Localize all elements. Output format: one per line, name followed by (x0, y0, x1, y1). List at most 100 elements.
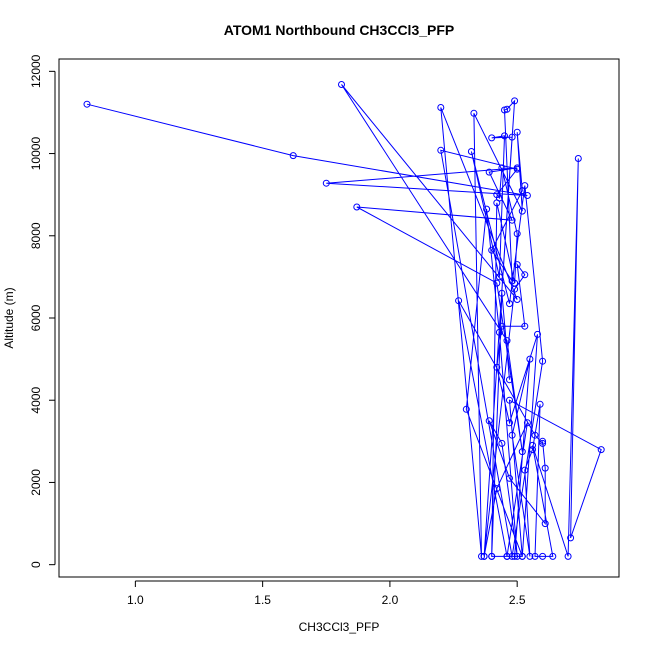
data-point (529, 441, 536, 449)
data-point (536, 400, 544, 408)
data-point (513, 230, 521, 238)
y-tick-label: 2000 (29, 469, 43, 496)
data-point (511, 97, 519, 105)
data-point (513, 165, 521, 173)
data-point (506, 300, 513, 308)
y-tick-label: 4000 (29, 387, 43, 414)
y-tick-label: 8000 (29, 222, 43, 249)
data-point (493, 199, 501, 207)
data-point (539, 437, 547, 445)
series-line (86, 84, 602, 557)
data-point (503, 337, 511, 345)
data-point (518, 448, 526, 456)
data-point (485, 168, 493, 176)
data-point (488, 246, 496, 254)
data-point (322, 179, 330, 187)
data-point (493, 485, 501, 493)
y-tick-label: 10000 (29, 137, 43, 171)
chart-title: ATOM1 Northbound CH3CCl3_PFP (224, 22, 455, 38)
data-point (455, 297, 463, 305)
data-point (488, 134, 496, 142)
data-point (478, 552, 485, 560)
data-point (526, 552, 534, 560)
data-point (541, 464, 549, 472)
data-point (495, 273, 503, 281)
y-tick-label: 0 (29, 561, 43, 568)
data-point (495, 328, 503, 336)
data-point (493, 279, 501, 287)
data-point (523, 192, 531, 199)
x-tick-label: 2.5 (509, 593, 526, 607)
data-point (506, 396, 513, 404)
data-point (541, 520, 549, 528)
data-point (531, 431, 539, 439)
data-point (523, 419, 531, 427)
data-point (513, 552, 521, 560)
data-point (529, 446, 536, 454)
data-point (511, 552, 519, 560)
y-tick-label: 12000 (29, 54, 43, 88)
data-point (508, 133, 516, 141)
y-axis-label: Altitude (m) (2, 287, 16, 348)
data-point (511, 285, 519, 293)
data-point (526, 355, 534, 363)
series-layer (86, 84, 602, 557)
data-point (493, 363, 501, 371)
data-point (534, 330, 541, 338)
data-point (521, 182, 529, 190)
data-point (83, 100, 91, 108)
data-point (498, 289, 506, 297)
data-point (574, 155, 582, 162)
data-point (467, 148, 475, 155)
data-point (539, 357, 547, 365)
data-point (503, 105, 511, 113)
x-tick-label: 1.0 (127, 593, 144, 607)
x-tick-label: 2.0 (382, 593, 399, 607)
data-point (483, 205, 491, 213)
data-point (513, 296, 521, 303)
x-axis: 1.0 1.5 2.0 2.5 (127, 580, 526, 607)
data-point (508, 552, 516, 560)
data-point (521, 466, 529, 474)
data-point (539, 439, 547, 447)
data-point (498, 322, 506, 330)
data-point (437, 104, 445, 111)
data-point (506, 419, 513, 427)
data-point (518, 552, 526, 560)
data-point (513, 128, 521, 136)
x-tick-label: 1.5 (254, 593, 271, 607)
data-point (501, 132, 508, 140)
points-layer (83, 81, 605, 560)
data-point (485, 417, 493, 425)
data-point (508, 216, 516, 224)
data-point (506, 474, 513, 482)
data-point (567, 534, 575, 542)
data-point (353, 203, 361, 211)
data-point (521, 322, 529, 330)
y-axis: 0 2000 4000 6000 8000 10000 12000 (29, 54, 56, 568)
data-point (498, 164, 506, 172)
data-point (508, 431, 516, 439)
data-point (549, 552, 557, 560)
data-point (539, 552, 547, 560)
data-point (597, 446, 605, 454)
y-tick-label: 6000 (29, 304, 43, 331)
data-point (503, 552, 511, 560)
data-point (488, 552, 496, 560)
data-point (338, 81, 345, 88)
x-axis-label: CH3CCl3_PFP (299, 620, 380, 634)
data-point (531, 552, 539, 560)
data-point (480, 552, 488, 560)
data-point (506, 376, 513, 384)
data-point (513, 261, 521, 269)
data-point (564, 552, 572, 560)
data-point (521, 271, 529, 279)
plot-frame (58, 58, 620, 578)
data-point (518, 207, 526, 215)
data-point (470, 109, 478, 117)
data-point (498, 439, 506, 447)
data-point (462, 405, 470, 413)
data-point (437, 146, 445, 154)
data-point (289, 152, 297, 160)
